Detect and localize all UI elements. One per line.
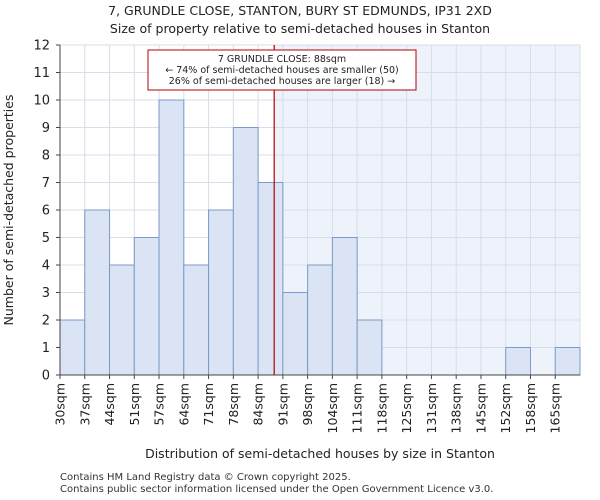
chart-title-address: 7, GRUNDLE CLOSE, STANTON, BURY ST EDMUN…: [108, 3, 492, 18]
x-tick-label: 44sqm: [102, 383, 117, 426]
bar-111sqm: [356, 319, 383, 376]
chart-title: 7, GRUNDLE CLOSE, STANTON, BURY ST EDMUN…: [0, 2, 600, 38]
footer-line-land-registry: Contains HM Land Registry data © Crown c…: [60, 472, 351, 483]
footer-attribution: Contains HM Land Registry data © Crown c…: [60, 472, 493, 496]
annotation-box: [147, 49, 417, 91]
bar-84sqm: [257, 182, 284, 376]
y-tick-label: 2: [42, 314, 50, 329]
bar-91sqm: [282, 292, 309, 376]
chart-title-subtitle: Size of property relative to semi-detach…: [109, 21, 491, 36]
y-tick-label: 8: [42, 149, 50, 164]
bar-57sqm: [158, 99, 185, 376]
bar-44sqm: [109, 264, 135, 376]
x-tick-label: 37sqm: [77, 383, 92, 426]
x-tick-label: 91sqm: [275, 383, 290, 426]
x-axis-label: Distribution of semi-detached houses by …: [145, 446, 495, 461]
x-tick-label: 145sqm: [473, 383, 488, 433]
y-tick-label: 9: [42, 121, 50, 136]
x-tick-label: 57sqm: [152, 383, 167, 426]
x-tick-label: 152sqm: [498, 383, 513, 433]
annotation-title: 7 GRUNDLE CLOSE: 88sqm: [218, 54, 346, 65]
footer-line-licence: Contains public sector information licen…: [60, 484, 494, 495]
y-tick-label: 5: [42, 231, 50, 246]
x-tick-label: 71sqm: [201, 383, 216, 426]
x-tick-label: 165sqm: [548, 383, 563, 433]
x-tick-label: 51sqm: [127, 383, 142, 426]
y-tick-label: 1: [42, 341, 50, 356]
annotation-smaller: ← 74% of semi-detached houses are smalle…: [165, 65, 399, 76]
y-tick-label: 0: [42, 369, 50, 384]
bar-98sqm: [307, 264, 333, 376]
annotation-larger: 26% of semi-detached houses are larger (…: [169, 76, 396, 87]
x-tick-label: 64sqm: [176, 383, 191, 426]
x-tick-label: 84sqm: [251, 383, 266, 426]
y-tick-label: 10: [33, 94, 50, 109]
bar-64sqm: [183, 264, 210, 376]
bar-78sqm: [232, 127, 259, 376]
bar-37sqm: [84, 209, 111, 376]
x-tick-label: 131sqm: [424, 383, 439, 433]
x-tick-label: 78sqm: [226, 383, 241, 426]
bar-30sqm: [59, 319, 86, 376]
y-tick-label: 3: [42, 286, 50, 301]
x-tick-label: 111sqm: [350, 383, 365, 433]
x-tick-label: 118sqm: [374, 383, 389, 433]
x-tick-label: 158sqm: [523, 383, 538, 433]
x-tick-label: 98sqm: [300, 383, 315, 426]
bar-71sqm: [208, 209, 234, 376]
bar-104sqm: [331, 237, 358, 376]
y-tick-label: 4: [42, 259, 50, 274]
y-axis-label: Number of semi-detached properties: [1, 95, 16, 326]
bar-152sqm: [505, 347, 531, 376]
y-tick-label: 7: [42, 176, 50, 191]
y-tick-label: 12: [33, 39, 50, 54]
bar-51sqm: [133, 237, 160, 376]
x-tick-label: 138sqm: [449, 383, 464, 433]
y-tick-label: 6: [42, 204, 50, 219]
x-tick-label: 30sqm: [53, 383, 68, 426]
x-tick-label: 104sqm: [325, 383, 340, 433]
bar-165sqm: [554, 347, 581, 376]
y-tick-label: 11: [33, 66, 50, 81]
x-tick-label: 125sqm: [399, 383, 414, 433]
